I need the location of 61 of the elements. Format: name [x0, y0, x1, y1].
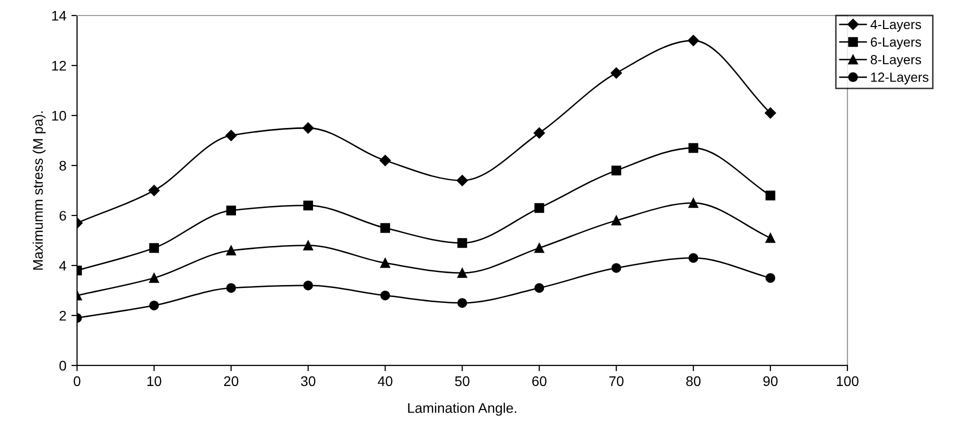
- point: [611, 263, 622, 273]
- point: [149, 273, 159, 283]
- y-tick-label: 6: [60, 210, 66, 221]
- legend-label: 8-Layers: [870, 54, 922, 67]
- x-tick-label: 100: [836, 376, 858, 386]
- x-tick-label: 60: [532, 376, 546, 386]
- y-axis-title: Maximumm stress (M pa).: [32, 112, 46, 270]
- x-tick-label: 20: [224, 376, 238, 386]
- point: [611, 166, 622, 176]
- point: [226, 283, 236, 293]
- x-tick-label: 30: [300, 376, 316, 386]
- point: [534, 203, 544, 213]
- point: [688, 198, 698, 208]
- point: [766, 233, 776, 243]
- y-tick-label: 12: [52, 60, 66, 71]
- point: [534, 283, 544, 293]
- legend-label: 6-Layers: [870, 37, 922, 50]
- y-tick-label: 4: [59, 260, 66, 271]
- point: [688, 143, 698, 153]
- point: [380, 223, 390, 233]
- y-tick-label: 0: [59, 360, 66, 371]
- y-tick-label: 14: [52, 10, 66, 21]
- x-tick-label: 10: [147, 376, 162, 386]
- point: [226, 246, 236, 256]
- point: [766, 273, 776, 283]
- point: [457, 238, 468, 248]
- x-tick-label: 80: [686, 376, 701, 386]
- x-tick-label: 0: [74, 376, 80, 386]
- y-tick-label: 8: [60, 160, 66, 171]
- point: [611, 216, 622, 226]
- point: [457, 298, 468, 308]
- point: [380, 290, 390, 300]
- point: [302, 122, 314, 134]
- point: [148, 184, 160, 196]
- point: [149, 300, 159, 310]
- x-tick-label: 70: [609, 376, 624, 386]
- point: [303, 280, 314, 290]
- point: [688, 34, 699, 46]
- x-axis-title: Lamination Angle.: [408, 402, 516, 416]
- y-tick-label: 10: [52, 110, 66, 121]
- point: [303, 200, 314, 210]
- point: [764, 107, 776, 119]
- legend-label: 12-Layers: [871, 72, 928, 84]
- x-tick-label: 90: [763, 376, 778, 386]
- point: [766, 190, 776, 200]
- x-tick-label: 40: [378, 376, 392, 386]
- point: [688, 253, 698, 263]
- point: [456, 174, 468, 186]
- point: [380, 258, 390, 268]
- point: [226, 130, 237, 142]
- legend-label: 4-Layers: [870, 20, 922, 32]
- point: [380, 154, 391, 166]
- point: [149, 243, 159, 253]
- point: [534, 243, 544, 253]
- point: [610, 67, 622, 79]
- point: [457, 268, 468, 278]
- point: [226, 206, 236, 216]
- point: [303, 240, 314, 250]
- point: [534, 127, 545, 139]
- x-tick-label: 50: [455, 376, 470, 386]
- y-tick-label: 2: [60, 310, 66, 321]
